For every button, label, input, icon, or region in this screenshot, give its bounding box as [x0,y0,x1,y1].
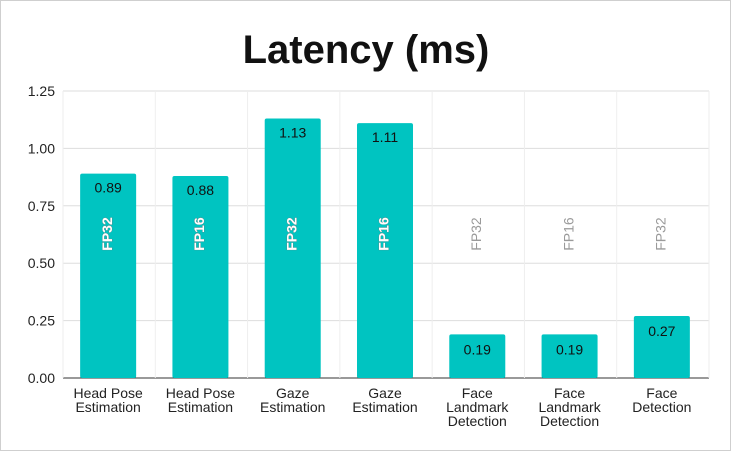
label-layer: 0.00 0.25 0.50 0.75 1.00 1.25 0.89 FP32 Head Pos… [28,83,692,429]
x-category-label: Estimation [352,399,417,415]
y-tick-label: 0.75 [28,198,55,214]
precision-label: FP32 [99,217,115,251]
y-tick-label: 1.00 [28,140,55,156]
y-tick-label: 0.25 [28,313,55,329]
precision-label: FP32 [283,217,299,251]
bar-value-label: 0.88 [187,182,214,198]
bar [357,123,413,378]
x-category-label: Estimation [75,399,140,415]
x-category-label: Detection [632,399,691,415]
y-tick-label: 0.00 [28,370,55,386]
bar-value-label: 1.13 [279,125,306,141]
chart-title: Latency (ms) [243,28,490,72]
x-category-label: Face [554,385,585,401]
x-category-label: Landmark [446,399,509,415]
x-category-label: Estimation [260,399,325,415]
x-category-label: Gaze [368,385,402,401]
precision-label: FP16 [376,217,392,251]
bar [80,173,137,378]
x-category-label: Detection [540,413,599,429]
bar [633,316,690,378]
bar [264,118,321,378]
x-category-label: Detection [448,413,507,429]
precision-label: FP16 [560,217,576,251]
y-tick-label: 0.50 [28,255,55,271]
bar [172,175,229,378]
bar-value-label: 1.11 [372,129,398,145]
x-category-label: Face [646,385,677,401]
x-category-label: Gaze [276,385,310,401]
bar-value-label: 0.19 [464,341,491,357]
bar [541,334,598,378]
precision-label: FP32 [653,217,669,251]
precision-label: FP32 [468,217,484,251]
bar-value-label: 0.27 [648,323,675,339]
bar-value-label: 0.19 [556,341,583,357]
bar [449,334,506,378]
bar-layer [80,118,690,378]
bar-value-label: 0.89 [95,180,122,196]
x-category-label: Head Pose [166,385,235,401]
x-category-label: Estimation [168,399,233,415]
x-category-label: Head Pose [74,385,143,401]
y-tick-label: 1.25 [28,83,55,99]
x-category-label: Landmark [538,399,601,415]
x-category-label: Face [462,385,493,401]
precision-label: FP16 [191,217,207,251]
